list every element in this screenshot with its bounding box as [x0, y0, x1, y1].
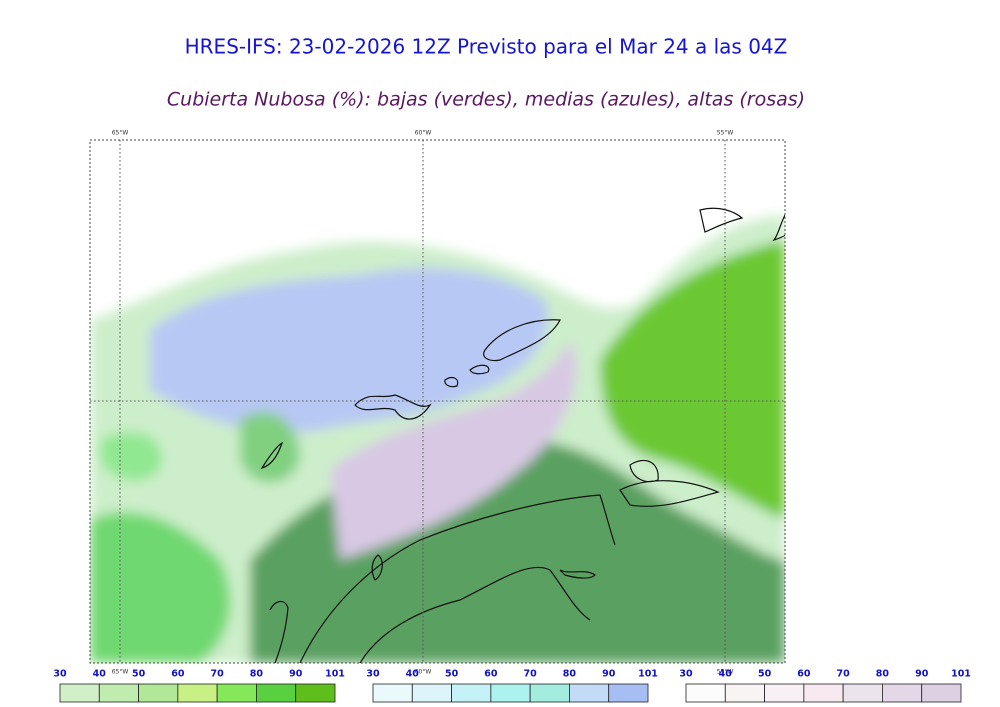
- legend-swatch: [98, 683, 139, 703]
- map-frame: [89, 139, 786, 664]
- legend-tick-label: 30: [366, 669, 380, 680]
- legend-tick-label: 101: [325, 669, 345, 680]
- legend-tick-label: 90: [289, 669, 303, 680]
- title: HRES-IFS: 23-02-2026 12Z Previsto para e…: [185, 35, 788, 59]
- legend-swatch: [608, 683, 649, 703]
- legend-swatch: [921, 683, 962, 703]
- legend-tick-label: 60: [797, 669, 811, 680]
- legend-swatch: [529, 683, 570, 703]
- legend-tick-label: 80: [250, 669, 264, 680]
- legend-swatch: [216, 683, 257, 703]
- legend-tick-label: 50: [758, 669, 772, 680]
- legend-tick-label: 90: [915, 669, 929, 680]
- legend-swatch: [256, 683, 297, 703]
- longitude-label: 55°W: [717, 669, 734, 676]
- legend-tick-label: 70: [837, 669, 851, 680]
- legend-swatch: [803, 683, 844, 703]
- legend-swatch: [177, 683, 218, 703]
- longitude-label: 65°W: [112, 130, 129, 137]
- legend-tick-label: 70: [211, 669, 225, 680]
- legend-swatch: [59, 683, 100, 703]
- legend-swatch: [842, 683, 883, 703]
- legend-swatch: [569, 683, 610, 703]
- legend-tick-label: 30: [679, 669, 693, 680]
- legend-swatch: [490, 683, 531, 703]
- legend-tick-label: 80: [876, 669, 890, 680]
- legend-swatch: [295, 683, 336, 703]
- longitude-label: 60°W: [415, 130, 432, 137]
- legend-swatch: [685, 683, 726, 703]
- legend-tick-label: 40: [406, 669, 420, 680]
- legend-swatch: [372, 683, 413, 703]
- legend-tick-label: 40: [93, 669, 107, 680]
- subtitle: Cubierta Nubosa (%): bajas (verdes), med…: [167, 89, 805, 111]
- legend-tick-label: 50: [132, 669, 146, 680]
- legend-tick-label: 30: [53, 669, 67, 680]
- legend-swatch: [882, 683, 923, 703]
- legend-tick-label: 101: [951, 669, 971, 680]
- legend-tick-label: 60: [484, 669, 498, 680]
- legend-tick-label: 40: [719, 669, 733, 680]
- legend-tick-label: 70: [524, 669, 538, 680]
- longitude-label: 55°W: [717, 130, 734, 137]
- legend-tick-label: 60: [171, 669, 185, 680]
- longitude-label: 65°W: [112, 669, 129, 676]
- legend-swatch: [724, 683, 765, 703]
- longitude-label: 60°W: [415, 669, 432, 676]
- legend-tick-label: 80: [563, 669, 577, 680]
- legend-swatch: [411, 683, 452, 703]
- legend-swatch: [451, 683, 492, 703]
- legend-tick-label: 90: [602, 669, 616, 680]
- legend-swatch: [138, 683, 179, 703]
- legend-tick-label: 101: [638, 669, 658, 680]
- map-area: [90, 140, 785, 663]
- legend-swatch: [764, 683, 805, 703]
- legend-tick-label: 50: [445, 669, 459, 680]
